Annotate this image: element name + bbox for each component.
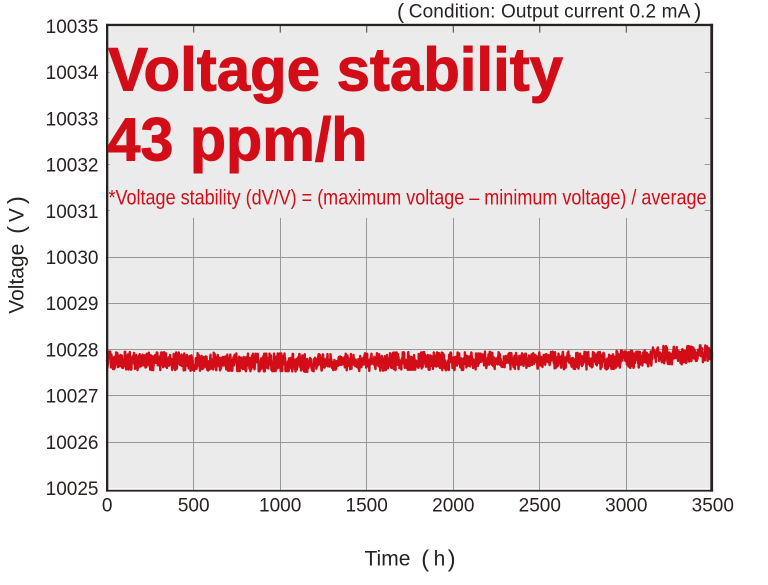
- svg-text:10035: 10035: [46, 17, 99, 38]
- svg-text:*Voltage stability (dV/V) = (m: *Voltage stability (dV/V) = (maximum vol…: [109, 187, 707, 210]
- svg-text:3000: 3000: [605, 496, 647, 517]
- svg-text:Voltage stability: Voltage stability: [108, 36, 563, 104]
- svg-text:2000: 2000: [432, 496, 474, 517]
- svg-text:10031: 10031: [46, 202, 99, 223]
- svg-text:10034: 10034: [46, 63, 99, 84]
- svg-text:1000: 1000: [259, 496, 301, 517]
- svg-text:10027: 10027: [46, 387, 99, 408]
- svg-text:1500: 1500: [346, 496, 388, 517]
- svg-text:2500: 2500: [519, 496, 561, 517]
- svg-text:3500: 3500: [692, 496, 734, 517]
- svg-text:Time (h): Time (h): [365, 546, 456, 572]
- svg-text:10029: 10029: [46, 294, 99, 315]
- svg-text:43 ppm/h: 43 ppm/h: [108, 106, 368, 174]
- svg-text:Voltage (V): Voltage (V): [3, 196, 29, 314]
- svg-text:10032: 10032: [46, 156, 99, 177]
- svg-text:500: 500: [178, 496, 210, 517]
- svg-text:10030: 10030: [46, 248, 99, 269]
- svg-text:10025: 10025: [46, 479, 99, 500]
- svg-text:(Condition: Output current 0.2: (Condition: Output current 0.2 mA): [397, 0, 701, 24]
- svg-text:0: 0: [102, 496, 113, 517]
- svg-text:10028: 10028: [46, 340, 99, 361]
- svg-text:10033: 10033: [46, 109, 99, 130]
- svg-text:10026: 10026: [46, 433, 99, 454]
